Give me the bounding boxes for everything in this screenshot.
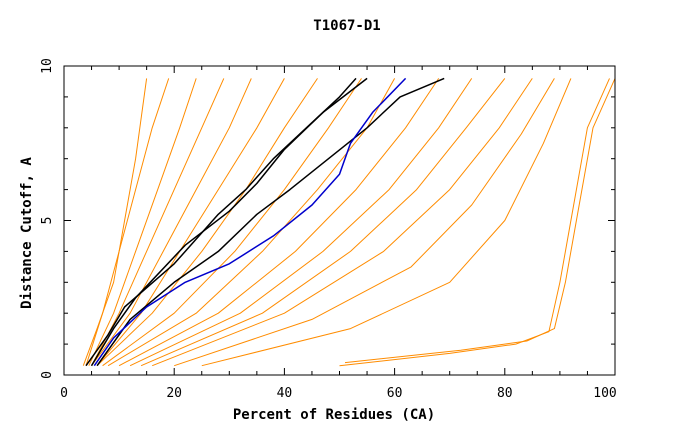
background-series-line-9	[118, 78, 440, 367]
x-tick-label-0: 0	[60, 386, 68, 401]
background-series-line-4	[91, 78, 252, 366]
x-tick-label-20: 20	[166, 386, 182, 401]
x-tick-label-100: 100	[593, 386, 616, 401]
y-tick-label-5: 5	[40, 217, 55, 225]
x-tick-label-80: 80	[497, 386, 513, 401]
background-series-line-10	[129, 78, 473, 367]
x-tick-label-40: 40	[277, 386, 293, 401]
x-axis-label: Percent of Residues (CA)	[233, 407, 435, 423]
background-series-line-14	[201, 78, 572, 367]
plot-lines	[82, 77, 616, 367]
background-series-line-2	[88, 78, 197, 366]
y-tick-label-10: 10	[40, 58, 55, 74]
background-series-line-6	[96, 78, 318, 367]
highlighted-series-line-2	[96, 77, 445, 367]
background-series-line-15	[339, 78, 610, 367]
background-series-line-7	[102, 78, 362, 367]
x-tick-label-60: 60	[387, 386, 403, 401]
axis-ticks	[63, 65, 616, 376]
background-series-line-13	[174, 78, 555, 367]
highlighted-series-line-1	[90, 77, 368, 367]
background-series-line-3	[91, 78, 225, 366]
background-series-line-11	[140, 78, 506, 367]
background-series-line-8	[107, 78, 396, 367]
y-tick-label-0: 0	[40, 371, 55, 379]
background-series-line-1	[85, 78, 170, 366]
y-axis-label: Distance Cutoff, A	[19, 157, 35, 309]
reference-series-line-0	[93, 77, 407, 367]
chart-title: T1067-D1	[313, 18, 380, 34]
background-series-line-16	[344, 78, 616, 364]
background-series-line-12	[152, 78, 533, 367]
background-series-line-5	[96, 78, 285, 367]
